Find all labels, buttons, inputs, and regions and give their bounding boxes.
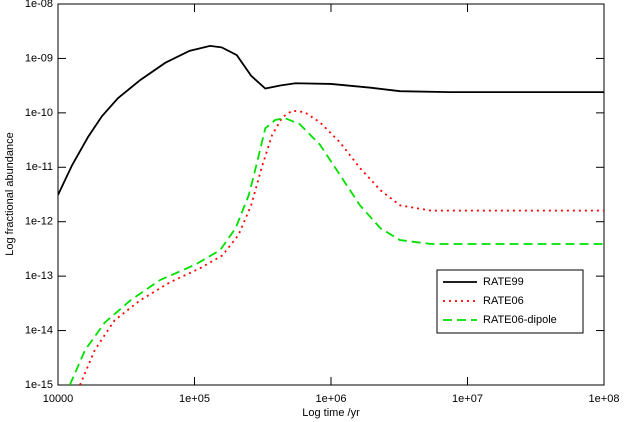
x-tick-label: 10000 — [43, 393, 74, 405]
series-line — [68, 117, 604, 385]
y-tick-label: 1e-11 — [26, 161, 53, 173]
x-tick-label: 1e+06 — [316, 393, 347, 405]
x-axis-label: Log time /yr — [302, 407, 360, 419]
legend-box — [436, 269, 584, 334]
legend-label: RATE06-dipole — [483, 314, 557, 326]
y-tick-label: 1e-08 — [25, 0, 53, 10]
x-tick-label: 1e+05 — [179, 393, 210, 405]
plot-lines — [58, 44, 604, 385]
x-tick-label: 1e+07 — [452, 393, 483, 405]
y-tick-label: 1e-09 — [25, 52, 53, 64]
y-tick-label: 1e-14 — [25, 324, 53, 336]
legend-label: RATE06 — [483, 295, 524, 307]
legend-label: RATE99 — [483, 276, 524, 288]
y-tick-label: 1e-13 — [25, 270, 53, 282]
series-line — [79, 109, 604, 385]
y-tick-label: 1e-10 — [25, 107, 53, 119]
y-axis-label: Log fractional abundance — [4, 132, 16, 256]
y-tick-label: 1e-12 — [25, 216, 53, 228]
y-tick-label: 1e-15 — [25, 379, 53, 391]
x-tick-label: 1e+08 — [589, 393, 620, 405]
series-line — [58, 44, 604, 196]
